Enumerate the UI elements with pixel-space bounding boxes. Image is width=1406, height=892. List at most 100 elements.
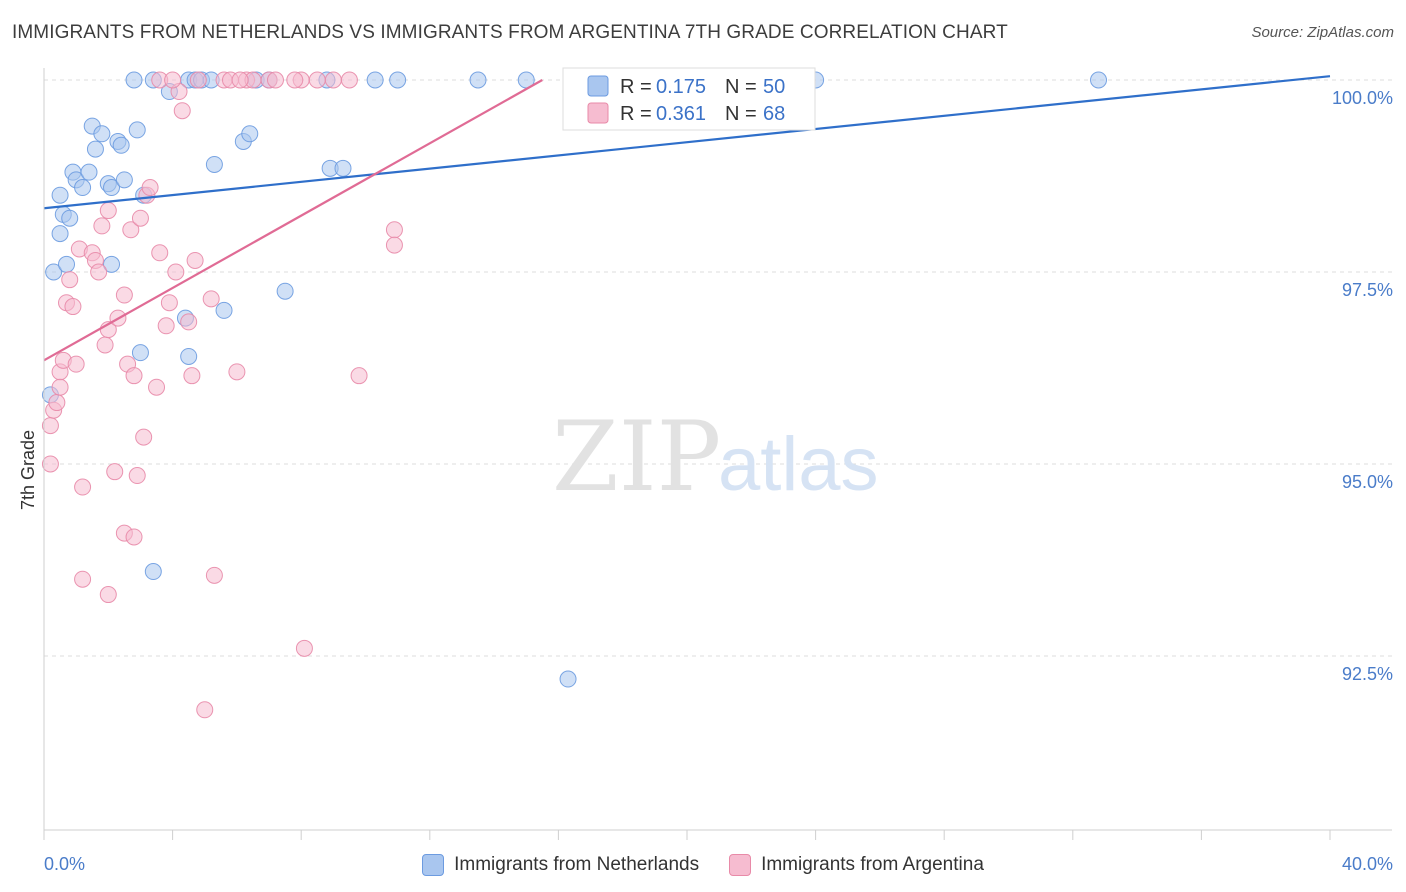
stat-n-value-argentina: 68	[763, 103, 785, 125]
point-netherlands	[112, 136, 130, 154]
point-netherlands	[241, 125, 259, 143]
legend-label-argentina: Immigrants from Argentina	[761, 854, 984, 875]
point-netherlands	[74, 179, 92, 197]
point-netherlands	[86, 140, 104, 158]
point-argentina	[67, 355, 85, 373]
stat-r-label-netherlands: R =	[620, 76, 652, 98]
point-netherlands	[131, 344, 149, 362]
point-argentina	[231, 71, 249, 89]
point-argentina	[96, 336, 114, 354]
stat-legend-swatch-argentina	[587, 102, 609, 124]
point-argentina	[122, 221, 140, 239]
point-netherlands	[276, 282, 294, 300]
point-netherlands	[144, 563, 162, 581]
point-netherlands	[334, 159, 352, 177]
trend-line-netherlands	[43, 75, 1331, 210]
point-argentina	[141, 179, 159, 197]
point-netherlands	[58, 255, 76, 273]
point-argentina	[51, 378, 69, 396]
stat-n-label-netherlands: N =	[725, 76, 757, 98]
point-argentina	[125, 367, 143, 385]
point-argentina	[205, 566, 223, 584]
point-argentina	[160, 294, 178, 312]
point-netherlands	[51, 186, 69, 204]
chart-title: IMMIGRANTS FROM NETHERLANDS VS IMMIGRANT…	[12, 22, 1008, 43]
point-netherlands	[389, 71, 407, 89]
stat-n-label-argentina: N =	[725, 103, 757, 125]
point-argentina	[148, 378, 166, 396]
axis-layer: 100.0% 97.5% 95.0% 92.5% 0.0% 40.0%	[43, 68, 1393, 874]
point-netherlands	[61, 209, 79, 227]
point-netherlands	[180, 347, 198, 365]
point-argentina	[228, 363, 246, 381]
trend-line-argentina	[43, 79, 543, 362]
point-argentina	[186, 251, 204, 269]
point-netherlands	[103, 179, 121, 197]
legend-item-netherlands[interactable]: Immigrants from Netherlands	[422, 854, 699, 876]
watermark-atlas: atlas	[718, 422, 879, 507]
legend-label-netherlands: Immigrants from Netherlands	[454, 854, 700, 875]
chart-source: Source: ZipAtlas.com	[1251, 24, 1394, 41]
point-argentina	[90, 263, 108, 281]
point-argentina	[202, 290, 220, 308]
x-tick-label: 40.0%	[1342, 854, 1393, 874]
y-axis-title: 7th Grade	[18, 430, 38, 510]
point-argentina	[115, 286, 133, 304]
y-tick-label: 92.5%	[1342, 664, 1393, 684]
point-argentina	[131, 209, 149, 227]
point-argentina	[173, 102, 191, 120]
point-netherlands	[80, 163, 98, 181]
point-argentina	[64, 298, 82, 316]
point-argentina	[340, 71, 358, 89]
point-argentina	[157, 317, 175, 335]
y-tick-label: 100.0%	[1332, 88, 1393, 108]
x-tick-label: 0.0%	[44, 854, 85, 874]
legend-swatch-netherlands	[422, 854, 445, 876]
point-argentina	[196, 701, 214, 719]
point-argentina	[167, 263, 185, 281]
point-netherlands	[51, 225, 69, 243]
point-argentina	[385, 221, 403, 239]
point-netherlands	[215, 301, 233, 319]
legend-item-argentina[interactable]: Immigrants from Argentina	[729, 854, 984, 876]
y-tick-label: 95.0%	[1342, 472, 1393, 492]
stat-r-value-argentina: 0.361	[656, 103, 706, 125]
point-netherlands	[469, 71, 487, 89]
point-netherlands	[205, 155, 223, 173]
point-netherlands	[559, 670, 577, 688]
point-argentina	[295, 639, 313, 657]
point-netherlands	[366, 71, 384, 89]
point-argentina	[61, 271, 79, 289]
point-argentina	[48, 394, 66, 412]
point-argentina	[266, 71, 284, 89]
stat-legend-swatch-netherlands	[587, 75, 609, 97]
series-legend: Immigrants from Netherlands Immigrants f…	[0, 852, 1406, 878]
point-argentina	[106, 463, 124, 481]
point-argentina	[324, 71, 342, 89]
point-netherlands	[128, 121, 146, 139]
point-argentina	[74, 570, 92, 588]
points-layer	[41, 71, 1108, 719]
stat-n-value-netherlands: 50	[763, 76, 785, 98]
point-netherlands	[1090, 71, 1108, 89]
point-argentina	[151, 244, 169, 262]
point-argentina	[93, 217, 111, 235]
point-netherlands	[125, 71, 143, 89]
stat-r-label-argentina: R =	[620, 103, 652, 125]
point-argentina	[99, 202, 117, 220]
watermark-zip: ZIP	[552, 401, 721, 513]
point-argentina	[180, 313, 198, 331]
grid-layer	[44, 79, 1392, 657]
point-argentina	[183, 367, 201, 385]
point-argentina	[286, 71, 304, 89]
point-argentina	[164, 71, 182, 89]
point-argentina	[125, 528, 143, 546]
point-netherlands	[115, 171, 133, 189]
point-argentina	[99, 586, 117, 604]
point-argentina	[308, 71, 326, 89]
legend-swatch-argentina	[729, 854, 752, 876]
point-argentina	[74, 478, 92, 496]
watermark: ZIP atlas	[552, 401, 879, 513]
point-argentina	[41, 417, 59, 435]
